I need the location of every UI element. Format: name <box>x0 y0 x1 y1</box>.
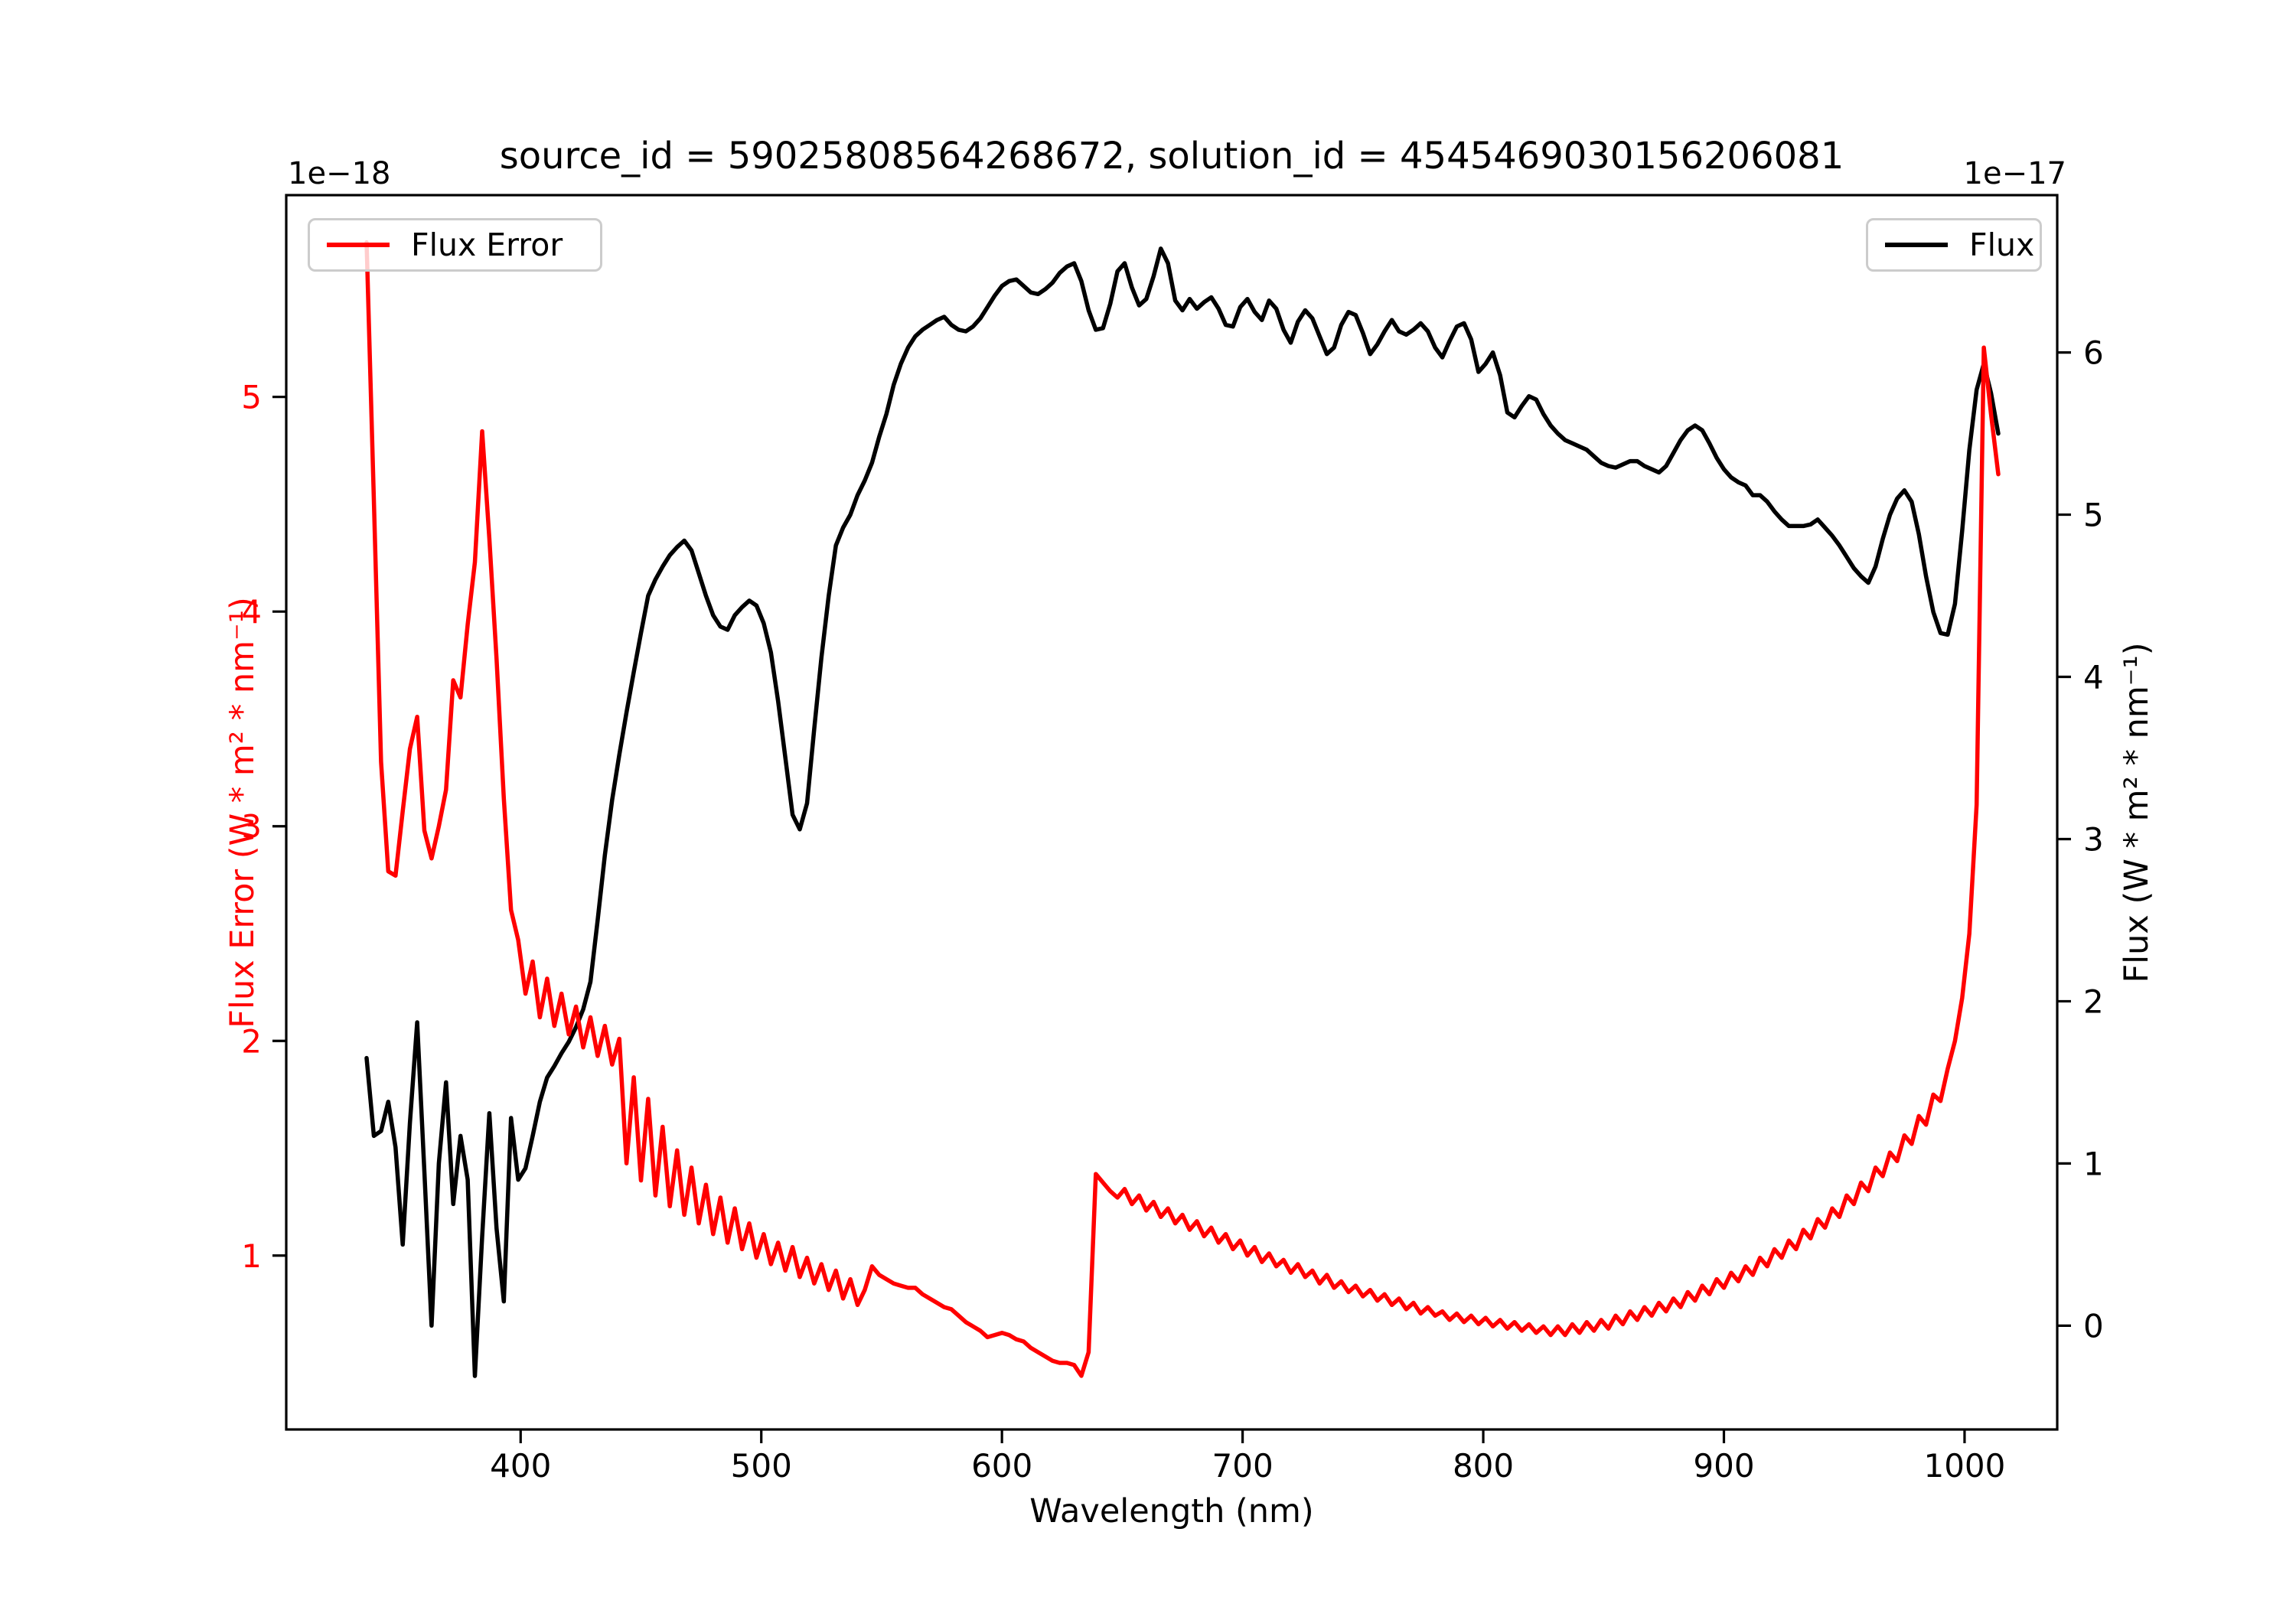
y-axis-right-label: Flux (W * m² * nm⁻¹) <box>2118 642 2156 983</box>
y-right-tick-label: 5 <box>2083 497 2104 534</box>
y-right-tick-label: 4 <box>2083 659 2104 696</box>
y-right-tick-label: 1 <box>2083 1145 2104 1182</box>
flux-legend-line-icon <box>1885 243 1948 247</box>
x-tick-label: 400 <box>490 1447 551 1485</box>
y-axis-left-scale-offset: 1e−18 <box>288 156 391 191</box>
y-axis-right-ticks: 0 1 2 3 4 5 6 <box>2057 334 2104 1345</box>
legend-flux-error: Flux Error <box>308 218 602 272</box>
x-axis-label: Wavelength (nm) <box>1029 1492 1314 1530</box>
y-left-tick-label: 2 <box>241 1022 262 1060</box>
y-axis-left-ticks: 1 2 3 4 5 <box>241 379 286 1275</box>
flux-curve <box>364 246 2001 1378</box>
y-right-tick-label: 0 <box>2083 1307 2104 1345</box>
legend-flux-error-label: Flux Error <box>411 227 563 263</box>
x-axis-ticks: 400 500 600 700 800 900 1000 <box>490 1429 2005 1485</box>
x-tick-label: 800 <box>1453 1447 1514 1485</box>
y-left-tick-label: 4 <box>241 593 262 631</box>
x-tick-label: 700 <box>1212 1447 1274 1485</box>
y-axis-left-label: Flux Error (W * m² * nm⁻¹) <box>223 597 262 1028</box>
y-left-tick-label: 1 <box>241 1237 262 1275</box>
flux-error-curve <box>364 240 2001 1378</box>
x-tick-label: 900 <box>1693 1447 1754 1485</box>
y-left-tick-label: 3 <box>241 808 262 846</box>
y-right-tick-label: 2 <box>2083 983 2104 1020</box>
flux-error-legend-line-icon <box>327 243 390 247</box>
x-tick-label: 500 <box>731 1447 792 1485</box>
plot-title: source_id = 59025808564268672, solution_… <box>499 135 1844 178</box>
y-axis-right-scale-offset: 1e−17 <box>1963 156 2066 191</box>
legend-flux-label: Flux <box>1969 227 2035 263</box>
axes-frame <box>285 194 2059 1431</box>
curves-layer <box>364 240 2001 1378</box>
x-tick-label: 600 <box>971 1447 1032 1485</box>
y-left-tick-label: 5 <box>241 379 262 416</box>
legend-flux: Flux <box>1866 218 2042 272</box>
y-right-tick-label: 6 <box>2083 334 2104 372</box>
x-tick-label: 1000 <box>1923 1447 2005 1485</box>
y-right-tick-label: 3 <box>2083 820 2104 858</box>
